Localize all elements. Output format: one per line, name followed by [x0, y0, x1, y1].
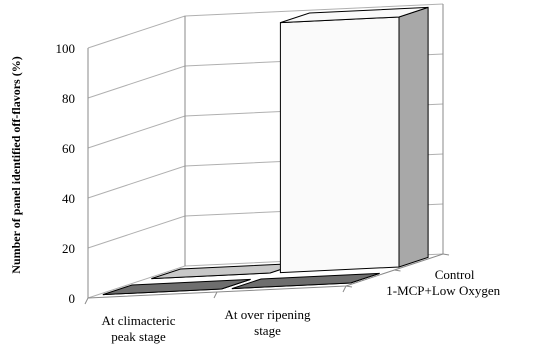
y-tick-label-20: 20 — [62, 241, 75, 256]
category-label-line: At climacteric — [102, 313, 176, 328]
y-axis-label: Number of panel identified off-flavors (… — [9, 56, 23, 273]
category-labels: At climacteric peak stage At over ripening… — [102, 307, 311, 344]
y-tick-label-0: 0 — [69, 291, 76, 306]
bar-treatment-0 — [102, 278, 251, 296]
depth-tick-0 — [345, 285, 353, 288]
bar-top-face — [231, 272, 380, 290]
y-tick-label-100: 100 — [56, 41, 76, 56]
category-label-line: stage — [254, 323, 281, 338]
bar-treatment-1 — [231, 272, 380, 290]
category-label-1: At over ripening stage — [225, 307, 311, 338]
depth-tick-1 — [394, 269, 401, 272]
bar-side-face — [398, 6, 429, 268]
bar-control-0 — [151, 262, 300, 280]
x-tick-1 — [213, 291, 218, 299]
bar-top-face — [151, 262, 300, 280]
bar-top-face — [280, 6, 429, 24]
bar-control-1 — [279, 6, 429, 274]
series-label-0: Control — [435, 267, 475, 282]
bar-top-face — [102, 278, 251, 296]
bars — [102, 6, 429, 296]
category-label-0: At climacteric peak stage — [102, 313, 176, 344]
x-tick-2 — [342, 285, 347, 293]
depth-tick-2 — [442, 253, 450, 256]
series-label-1: 1-MCP+Low Oxygen — [386, 283, 500, 298]
chart-walls — [84, 3, 450, 305]
y-tick-label-60: 60 — [62, 141, 75, 156]
y-tick-label-40: 40 — [62, 191, 75, 206]
y-tick-label-80: 80 — [62, 91, 75, 106]
x-tick-0 — [84, 297, 89, 305]
bar-front-face — [279, 16, 400, 274]
category-label-line: peak stage — [111, 329, 166, 344]
category-label-line: At over ripening — [225, 307, 311, 322]
y-tick-labels: 0 20 40 60 80 100 — [56, 41, 76, 306]
